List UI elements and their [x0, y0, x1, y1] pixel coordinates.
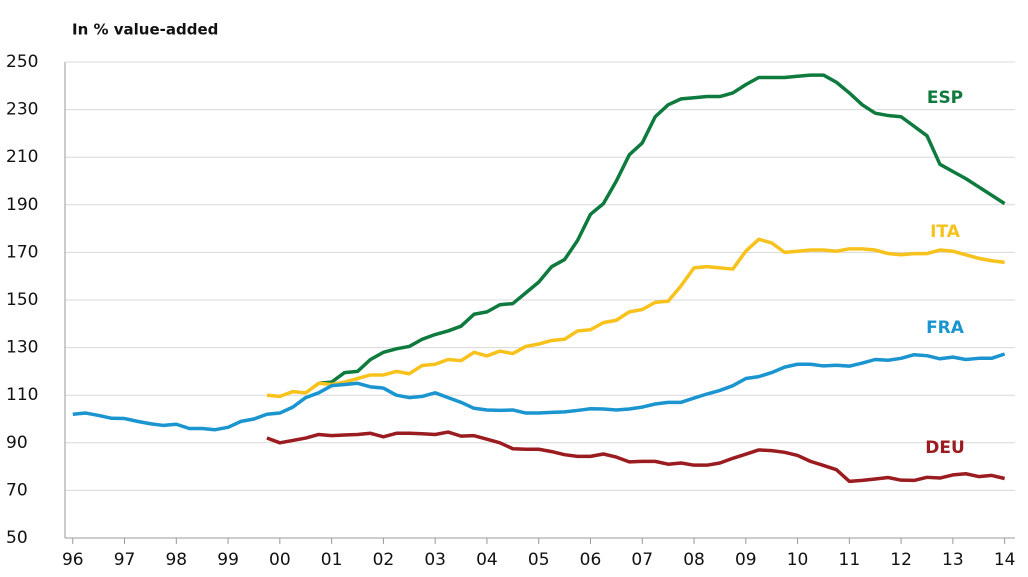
y-tick-label: 110 [6, 385, 38, 405]
x-tick-label: 03 [424, 550, 446, 570]
series-line [72, 352, 1006, 432]
x-tick-label: 07 [631, 550, 653, 570]
y-tick-label: 70 [6, 480, 28, 500]
x-tick-label: 09 [735, 550, 757, 570]
y-tick-label: 230 [6, 100, 38, 120]
series-line [318, 73, 1006, 386]
y-tick-label: 210 [6, 147, 38, 167]
x-tick-label: 96 [62, 550, 84, 570]
x-tick-label: 12 [890, 550, 912, 570]
x-tick-label: 10 [787, 550, 809, 570]
x-tick-label: 97 [114, 550, 136, 570]
y-tick-label: 150 [6, 290, 38, 310]
x-tick-label: 08 [683, 550, 705, 570]
x-tick-label: 01 [321, 550, 343, 570]
series-label: FRA [926, 318, 965, 338]
y-tick-label: 250 [6, 52, 38, 72]
series-label: ESP [927, 88, 963, 108]
y-tick-label: 50 [6, 528, 28, 548]
series-label: DEU [925, 438, 965, 458]
x-tick-label: 14 [994, 550, 1016, 570]
y-tick-label: 170 [6, 242, 38, 262]
x-tick-label: 13 [942, 550, 964, 570]
x-tick-label: 98 [165, 550, 187, 570]
y-tick-label: 190 [6, 195, 38, 215]
series-line [266, 237, 1005, 399]
x-tick-label: 99 [217, 550, 239, 570]
x-tick-label: 05 [528, 550, 550, 570]
x-tick-label: 02 [373, 550, 395, 570]
y-tick-label: 130 [6, 338, 38, 358]
x-tick-label: 00 [269, 550, 291, 570]
x-tick-label: 04 [476, 550, 498, 570]
x-tick-label: 06 [580, 550, 602, 570]
series-line [266, 430, 1006, 484]
y-axis-label: In % value-added [72, 21, 218, 39]
x-tick-label: 11 [839, 550, 861, 570]
y-tick-label: 90 [6, 433, 28, 453]
series-label: ITA [930, 222, 961, 242]
